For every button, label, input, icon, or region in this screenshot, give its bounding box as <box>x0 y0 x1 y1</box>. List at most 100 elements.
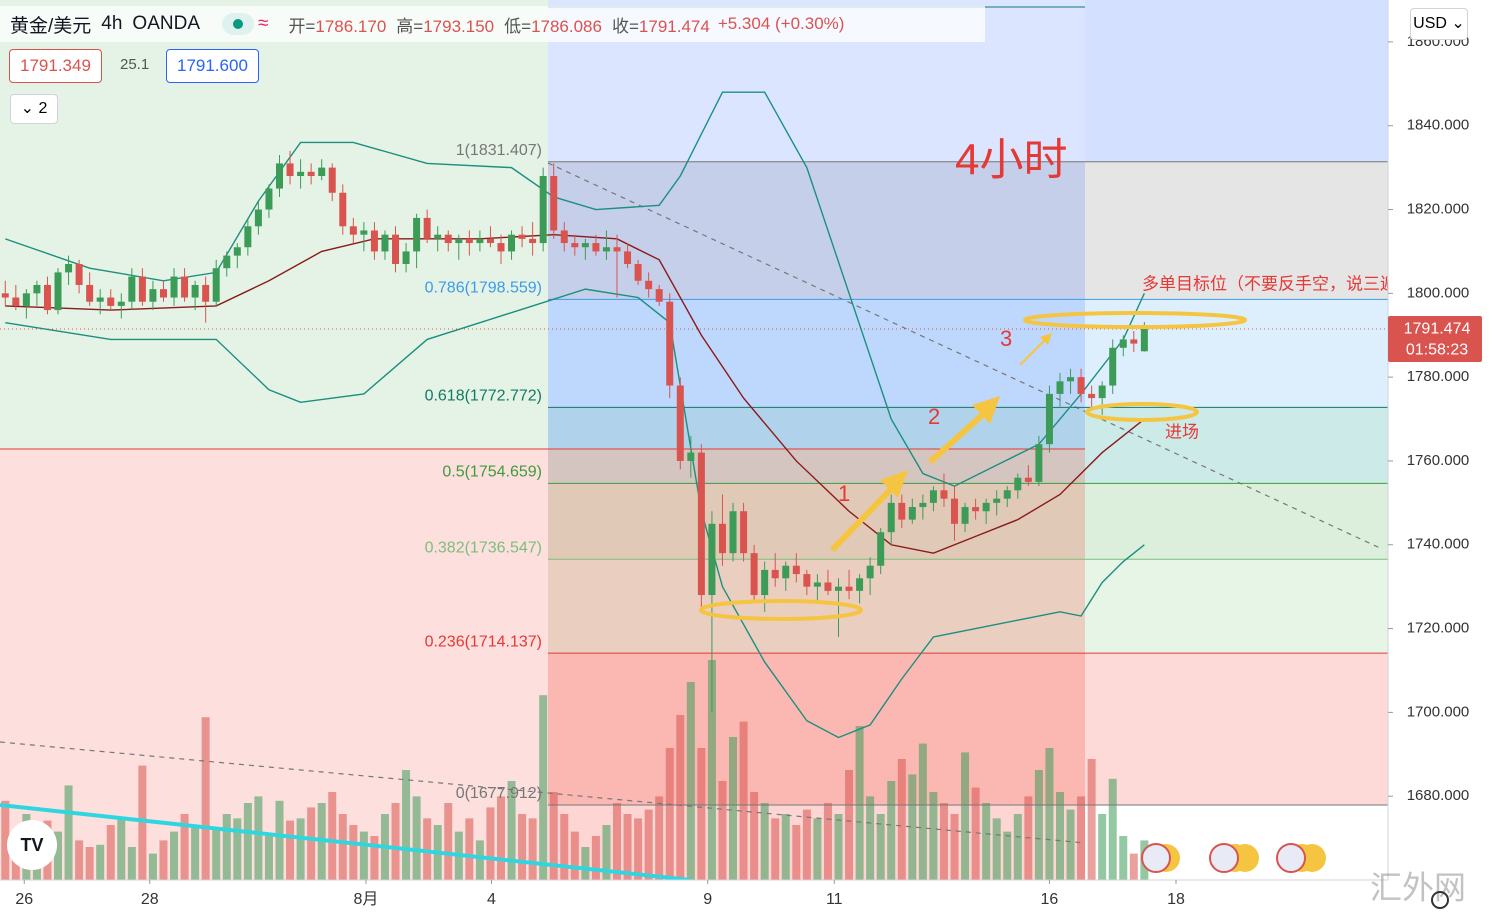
ask[interactable]: 1791.600 <box>166 49 259 83</box>
arrow <box>829 479 901 553</box>
highlight-ellipse <box>1023 311 1247 329</box>
candle-body <box>233 247 241 256</box>
volume-bar <box>982 803 991 880</box>
annotation: 1 <box>838 481 850 506</box>
y-tick-label: 1700.000 <box>1407 703 1470 720</box>
candle-body <box>265 188 273 210</box>
flag <box>1276 843 1306 873</box>
axes: 1680.000 1700.000 1720.000 1740.000 1760.000… <box>15 33 1482 908</box>
candle-body <box>982 502 990 512</box>
volume-bar <box>370 836 379 880</box>
candle-body <box>1088 393 1096 399</box>
candle-body <box>951 498 959 524</box>
candle-body <box>550 176 558 231</box>
indicators-toggle[interactable]: ⌄ 2 <box>10 94 58 124</box>
volume-bar <box>254 796 263 880</box>
candle-body <box>750 553 758 596</box>
candle-body <box>138 276 146 302</box>
fib-label: 0(1677.912) <box>456 785 542 802</box>
volume-bar <box>781 814 790 880</box>
volume-bar <box>180 814 189 880</box>
candle-body <box>676 385 684 461</box>
annotation: 2 <box>928 404 940 429</box>
candle-body <box>360 230 368 235</box>
volume-bar <box>475 840 484 880</box>
fib-label: 0.382(1736.547) <box>425 539 542 556</box>
volume-bar <box>465 818 474 880</box>
y-tick-label: 1680.000 <box>1407 787 1470 804</box>
candle-body <box>887 502 895 533</box>
ohlc-value: 1786.170 <box>315 16 387 36</box>
settings-icon[interactable] <box>1431 891 1449 909</box>
candle-body <box>929 490 937 503</box>
candle-body <box>824 582 832 591</box>
candle-body <box>486 238 494 244</box>
status[interactable] <box>222 13 254 35</box>
volume-bar <box>1034 770 1043 880</box>
volume-bar <box>275 800 284 880</box>
volume-bar <box>444 803 453 880</box>
volume-bar <box>549 792 558 880</box>
fib-label: 1(1831.407) <box>456 142 542 159</box>
candle-body <box>782 565 790 579</box>
candle-body <box>645 280 653 290</box>
volume-bar <box>1066 809 1075 880</box>
volume-bar <box>212 827 221 880</box>
volume-bar <box>148 853 157 880</box>
volume <box>1 660 1149 880</box>
candle-body <box>86 284 94 302</box>
candle-body <box>613 247 621 252</box>
watermark: 汇外网 <box>1370 869 1466 905</box>
candle-body <box>666 301 674 386</box>
candle-body <box>455 238 463 244</box>
volume-bar <box>412 796 421 880</box>
candle-body <box>191 284 199 298</box>
volume-bar <box>138 765 147 880</box>
candle-body <box>159 289 167 298</box>
volume-bar <box>1045 748 1054 880</box>
candle-body <box>813 582 821 587</box>
candle-body <box>1003 490 1011 499</box>
candle-body <box>529 238 537 244</box>
candle-body <box>993 498 1001 503</box>
volume-bar <box>307 807 316 880</box>
candle-body <box>149 289 157 302</box>
candle-body <box>465 238 473 244</box>
volume-bar <box>961 752 970 880</box>
candle-body <box>940 490 948 499</box>
candle-body <box>54 272 62 311</box>
candle-body <box>687 452 695 461</box>
bid[interactable]: 1791.349 <box>9 49 102 83</box>
interval: 4h <box>101 13 123 34</box>
volume-bar <box>623 814 632 880</box>
candle-body <box>75 264 83 285</box>
volume-bar <box>581 847 590 880</box>
trendline <box>0 741 1086 844</box>
volume-bar <box>718 781 727 880</box>
volume-bar <box>950 814 959 880</box>
candle-body <box>170 276 178 298</box>
volume-bar <box>286 820 295 880</box>
candle-body <box>1 293 9 298</box>
candle-body <box>497 243 505 252</box>
fib-zone <box>548 407 1388 484</box>
volume-bar <box>676 715 685 880</box>
candle-body <box>877 532 885 566</box>
status-icon[interactable]: ≈ <box>258 13 269 34</box>
candle-body <box>792 565 800 575</box>
candle-body <box>592 243 600 252</box>
volume-bar <box>834 814 843 880</box>
currency-select[interactable]: USD ⌄ <box>1410 8 1468 40</box>
x-tick-label: 11 <box>826 891 843 908</box>
candle-body <box>117 301 125 306</box>
event-flags <box>1141 843 1326 873</box>
volume-bar <box>496 796 505 880</box>
ohlc-values: 开=1786.170 高=1793.150 低=1786.086 收=1791.474 <box>278 12 709 37</box>
volume-bar <box>486 807 495 880</box>
volume-bar <box>243 803 252 880</box>
candle-body <box>508 234 516 252</box>
candle-body <box>655 289 663 302</box>
candle-body <box>275 163 283 189</box>
volume-bar <box>697 748 706 880</box>
